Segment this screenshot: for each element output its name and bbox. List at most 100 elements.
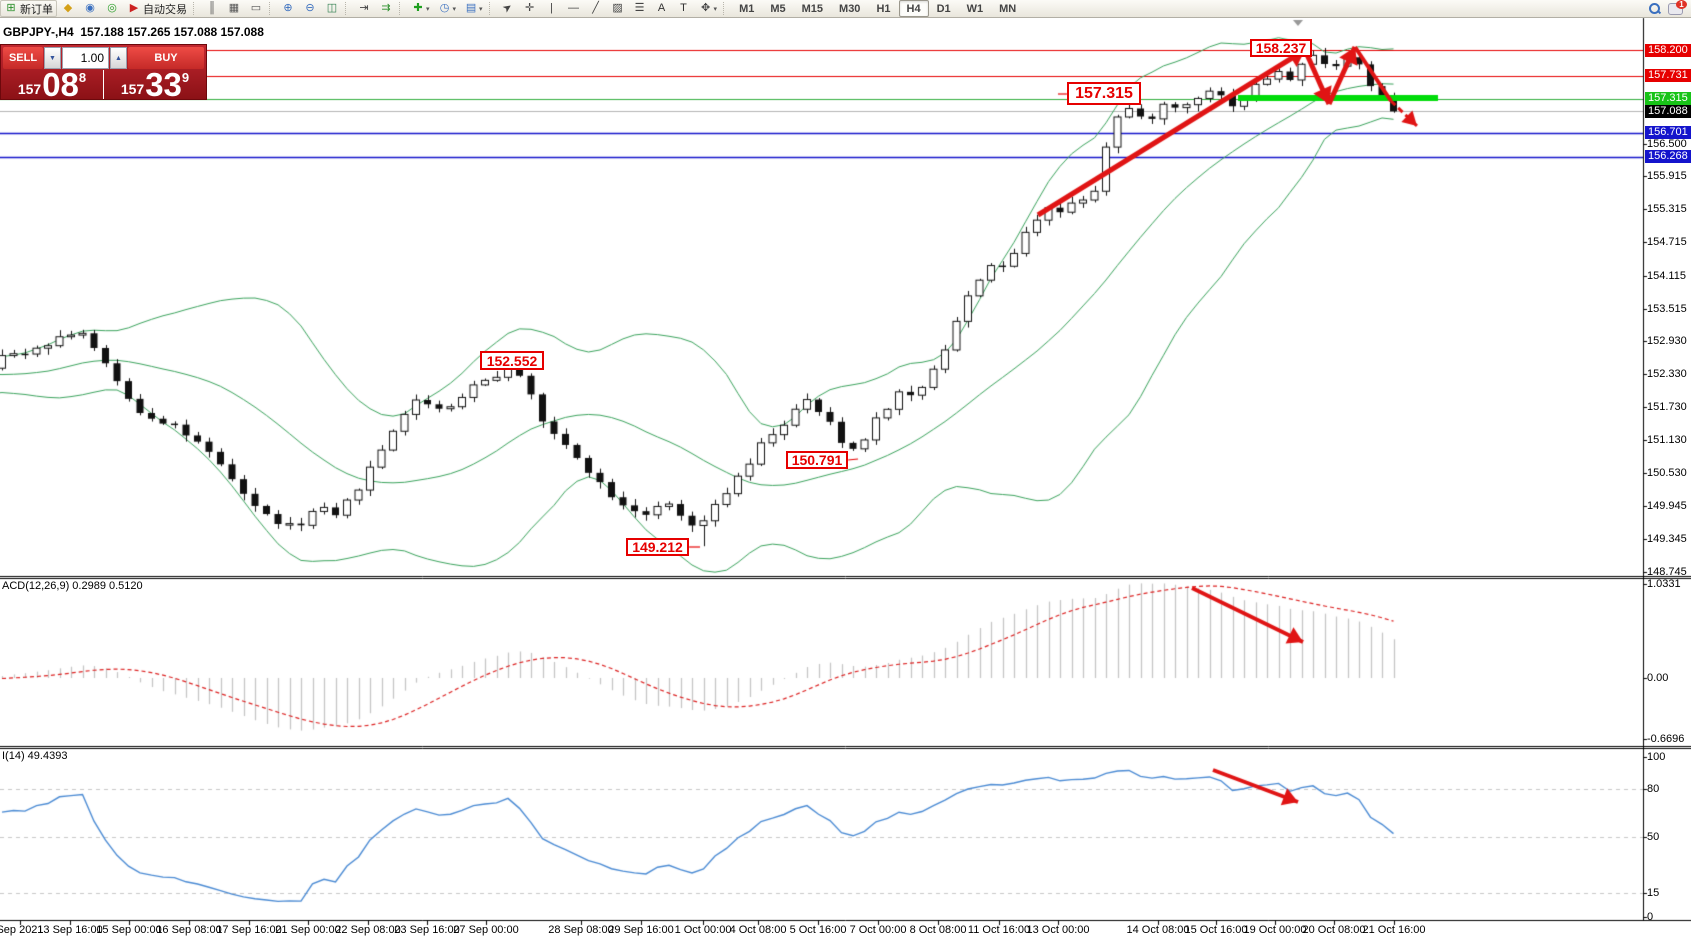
price-level-badge: 157.315 — [1645, 92, 1691, 106]
buy-button[interactable]: BUY — [128, 47, 204, 69]
indicators-button[interactable]: ✚ ▾ — [407, 0, 434, 17]
chart-shift-button[interactable]: ⇥ — [353, 0, 375, 17]
sell-price-big: 08 — [42, 66, 79, 103]
one-click-trade-panel: SELL ▼ 1.00 ▲ BUY 157 08 8 157 33 9 — [0, 44, 207, 103]
new-order-button[interactable]: ⊞ 新订单 — [0, 0, 57, 17]
chat-unread-badge: 1 — [1676, 0, 1687, 9]
navigator-icon: ◎ — [107, 2, 117, 14]
chat-button[interactable]: 1 — [1664, 0, 1687, 17]
grid-button[interactable]: ▦ — [223, 0, 245, 17]
timeframe-m1-button[interactable]: M1 — [731, 0, 762, 17]
time-axis-label: 21 Oct 16:00 — [1362, 924, 1426, 936]
text-button[interactable]: A — [651, 0, 673, 17]
price-level-badge: 158.200 — [1645, 43, 1691, 57]
chat-icon: 1 — [1668, 0, 1687, 15]
time-axis-label: 13 Oct 00:00 — [1026, 924, 1090, 936]
rsi-axis-tick: 80 — [1647, 783, 1660, 795]
periods-button[interactable]: ◷ ▾ — [434, 0, 461, 17]
dropdown-caret-icon: ▾ — [452, 5, 457, 13]
timeframe-mn-button[interactable]: MN — [991, 0, 1024, 17]
volumes-button[interactable]: ║ — [201, 0, 223, 17]
price-axis-tick: 151.130 — [1647, 434, 1687, 447]
zoom-out-icon: ⊖ — [305, 2, 315, 14]
search-button[interactable] — [1645, 0, 1664, 17]
annotation-price-label: 157.315 — [1067, 82, 1141, 105]
label-icon: T — [680, 2, 687, 14]
zoom-out-button[interactable]: ⊖ — [299, 0, 321, 17]
macd-axis-tick: 0.00 — [1647, 672, 1669, 684]
templates-icon: ▤ — [465, 2, 477, 14]
timeframe-w1-button[interactable]: W1 — [959, 0, 992, 17]
time-axis-label: 5 Oct 16:00 — [789, 924, 847, 936]
objects-list-icon: ▭ — [250, 2, 262, 14]
volume-decrease-button[interactable]: ▼ — [44, 47, 61, 69]
dropdown-caret-icon: ▾ — [426, 5, 430, 13]
channel-icon: ▨ — [612, 2, 623, 14]
fibonacci-button[interactable]: ☰ — [629, 0, 651, 17]
price-axis-tick: 155.915 — [1647, 170, 1687, 183]
annotation-price-label: 152.552 — [480, 351, 544, 370]
vertical-line-button[interactable]: | — [541, 0, 563, 17]
objects-list-button[interactable]: ▭ — [245, 0, 267, 17]
horizontal-line-button[interactable]: — — [563, 0, 585, 17]
volume-increase-button[interactable]: ▲ — [110, 47, 127, 69]
timeframe-h4-button[interactable]: H4 — [898, 0, 929, 17]
sell-price[interactable]: 157 08 8 — [1, 66, 103, 103]
time-axis-label: 20 Oct 08:00 — [1302, 924, 1366, 936]
auto-scroll-button[interactable]: ⇉ — [375, 0, 397, 17]
fibonacci-icon: ☰ — [634, 2, 645, 14]
rsi-axis-tick: 50 — [1647, 831, 1660, 843]
price-axis-tick: 148.745 — [1647, 566, 1687, 578]
sell-button[interactable]: SELL — [3, 47, 43, 69]
time-axis-label: 13 Sep 16:00 — [37, 924, 103, 936]
dropdown-caret-icon: ▾ — [713, 5, 718, 13]
navigator-button[interactable]: ◎ — [101, 0, 123, 17]
cursor-button[interactable]: ➤ — [497, 0, 519, 17]
trendline-button[interactable]: ╱ — [585, 0, 607, 17]
timeframe-label: H4 — [906, 2, 921, 15]
label-button[interactable]: T — [673, 0, 695, 17]
tile-windows-button[interactable]: ◫ — [321, 0, 343, 17]
volume-input[interactable]: 1.00 — [62, 47, 109, 69]
time-axis-label: 19 Oct 00:00 — [1243, 924, 1307, 936]
arrows-icon: ✥ — [700, 2, 711, 14]
cursor-icon: ➤ — [500, 0, 515, 16]
rsi-axis-tick: 100 — [1647, 751, 1666, 763]
time-axis-label: 27 Sep 00:00 — [453, 924, 519, 936]
grid-icon: ▦ — [228, 2, 240, 14]
search-icon-handle — [1656, 9, 1662, 15]
crosshair-button[interactable]: ✛ — [519, 0, 541, 17]
channel-button[interactable]: ▨ — [607, 0, 629, 17]
sell-price-prefix: 157 — [17, 81, 42, 97]
arrows-button[interactable]: ✥ ▾ — [695, 0, 722, 17]
rsi-axis-tick: 0 — [1647, 911, 1654, 923]
time-axis-label: 29 Sep 16:00 — [608, 924, 674, 936]
styler-button[interactable]: ◆ — [57, 0, 79, 17]
timeframe-label: M1 — [739, 2, 755, 15]
timeframe-m5-button[interactable]: M5 — [762, 0, 793, 17]
indicators-icon: ✚ — [413, 2, 423, 14]
timeframe-d1-button[interactable]: D1 — [929, 0, 959, 17]
timeframe-h1-button[interactable]: H1 — [868, 0, 898, 17]
time-axis-label: 7 Oct 00:00 — [849, 924, 907, 936]
time-axis-label: 16 Sep 08:00 — [156, 924, 222, 936]
symbol-ohlc-line: GBPJPY-,H4 157.188 157.265 157.088 157.0… — [3, 25, 264, 39]
timeframe-m15-button[interactable]: M15 — [794, 0, 831, 17]
toolbar-right: 1 — [1645, 0, 1691, 17]
buy-price[interactable]: 157 33 9 — [103, 68, 206, 101]
price-axis-tick: 156.500 — [1647, 137, 1687, 150]
timeframe-m30-button[interactable]: M30 — [831, 0, 868, 17]
toolbar-separator — [269, 2, 275, 15]
price-axis-tick: 152.330 — [1647, 368, 1687, 381]
time-axis-label: 8 Oct 08:00 — [909, 924, 967, 936]
chart-shift-icon: ⇥ — [359, 2, 369, 14]
autotrade-button[interactable]: ▶ 自动交易 — [123, 0, 191, 17]
zoom-in-button[interactable]: ⊕ — [277, 0, 299, 17]
market-watch-button[interactable]: ◉ — [79, 0, 101, 17]
templates-button[interactable]: ▤ ▾ — [460, 0, 487, 17]
rsi-indicator-label: I(14) 49.4393 — [2, 750, 68, 762]
timeframe-label: M15 — [801, 2, 824, 15]
search-icon — [1649, 3, 1662, 15]
macd-axis-tick: 1.0331 — [1647, 578, 1681, 590]
